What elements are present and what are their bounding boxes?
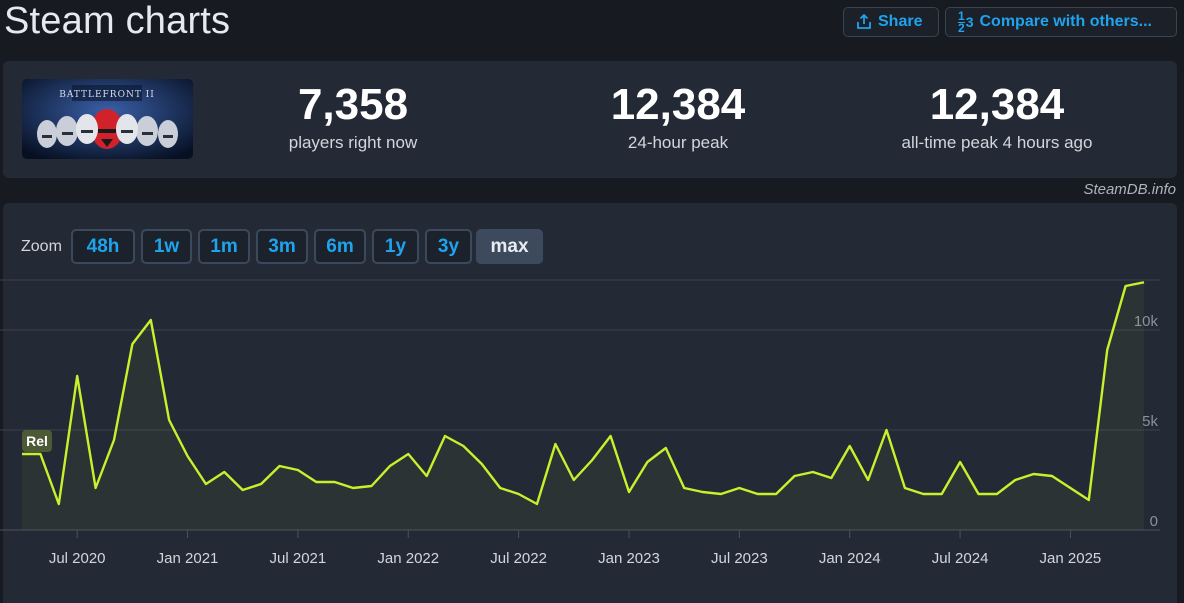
share-icon [856,14,872,30]
x-tick-label: Jul 2022 [490,550,547,567]
header: Steam charts Share 1 2 3 Compare with ot… [0,0,1184,56]
stat-label: all-time peak 4 hours ago [901,133,1093,152]
compare-label: Compare with others... [979,13,1152,30]
zoom-3y-button[interactable]: 3y [425,229,472,264]
y-tick-label: 5k [1142,413,1158,430]
x-axis-ticks: Jul 2020 Jan 2021 Jul 2021 Jan 2022 Jul 2022… [49,530,1101,567]
zoom-1y-button[interactable]: 1y [372,229,419,264]
game-cover-image[interactable]: BATTLEFRONT II [22,79,193,159]
x-tick-label: Jan 2024 [819,550,881,567]
zoom-3m-button[interactable]: 3m [256,229,308,264]
x-tick-label: Jul 2024 [932,550,989,567]
x-tick-label: Jan 2025 [1040,550,1102,567]
y-tick-label: 10k [1134,313,1159,330]
stat-24h-peak: 12,384 24-hour peak [558,79,798,155]
svg-text:BATTLEFRONT II: BATTLEFRONT II [59,90,155,100]
stat-value: 12,384 [929,80,1065,129]
series-line [22,281,1145,506]
x-tick-label: Jan 2023 [598,550,660,567]
stat-value: 12,384 [610,80,746,129]
compare-button[interactable]: 1 2 3 Compare with others... [945,7,1177,37]
zoom-6m-button[interactable]: 6m [314,229,366,264]
zoom-max-button[interactable]: max [476,229,543,264]
release-annotation: Rel [22,430,52,452]
share-button[interactable]: Share [843,7,939,37]
page-title: Steam charts [4,0,231,42]
rel-badge-label: Rel [26,433,48,449]
x-tick-label: Jul 2023 [711,550,768,567]
zoom-48h-button[interactable]: 48h [71,229,135,264]
zoom-1m-button[interactable]: 1m [198,229,250,264]
stats-card: BATTLEFRONT II 7,358 players rig [3,61,1177,178]
share-label: Share [878,13,923,30]
compare-icon: 1 2 3 [958,8,974,35]
stat-label: players right now [288,133,418,152]
series-area [22,282,1144,530]
rel-badge [22,430,52,452]
stat-label: 24-hour peak [627,133,729,152]
x-tick-label: Jan 2022 [377,550,439,567]
stat-all-time-peak: 12,384 all-time peak 4 hours ago [857,79,1137,155]
chart-card [3,203,1177,603]
zoom-1w-button[interactable]: 1w [141,229,192,264]
y-tick-label: 0 [1150,513,1158,530]
x-tick-label: Jul 2021 [270,550,327,567]
steamdb-credit[interactable]: SteamDB.info [1083,181,1176,198]
chart-grid [0,279,1160,531]
x-tick-label: Jan 2021 [157,550,219,567]
x-tick-label: Jul 2020 [49,550,106,567]
stat-players-now: 7,358 players right now [233,79,473,155]
zoom-label: Zoom [21,238,62,255]
y-axis-ticks: 0 5k 10k [1134,313,1159,530]
stat-value: 7,358 [297,80,409,129]
